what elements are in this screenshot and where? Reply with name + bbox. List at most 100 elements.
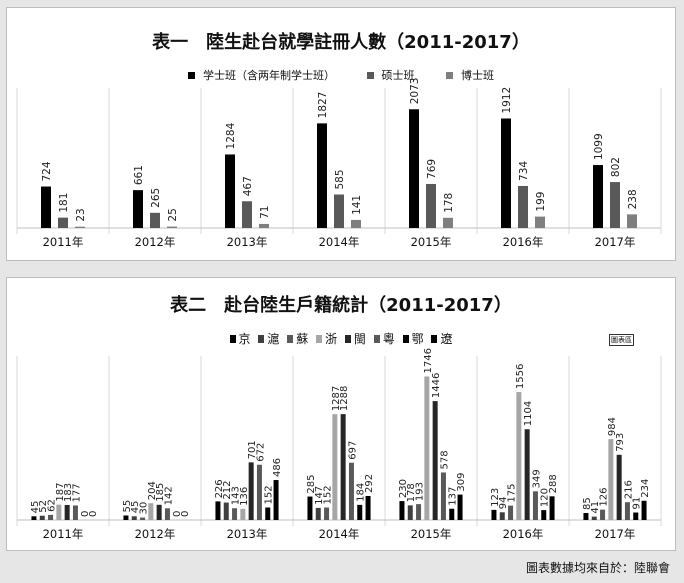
legend-item-hu: 滬 (258, 330, 279, 347)
bar (75, 226, 85, 228)
data-label: 585 (334, 169, 346, 189)
data-label: 41 (590, 501, 601, 514)
x-tick-label: 2016年 (503, 235, 544, 249)
bar (357, 504, 363, 520)
bar (324, 507, 330, 520)
bar (167, 226, 177, 228)
bar (449, 508, 455, 520)
bar (616, 454, 622, 520)
data-label: 1446 (431, 373, 442, 398)
data-label: 226 (214, 479, 225, 498)
legend-swatch (188, 71, 195, 79)
legend-item-bachelor: 学士班（含两年制学士班） (188, 67, 335, 83)
legend-item-liao: 遼 (431, 330, 452, 347)
data-label: 52 (38, 500, 49, 513)
bar (499, 512, 505, 520)
bar (164, 508, 170, 520)
data-label: 175 (507, 484, 518, 503)
data-label: 697 (347, 441, 358, 460)
legend-label: 博士班 (461, 69, 494, 82)
bar (610, 182, 620, 228)
x-tick-label: 2014年 (319, 235, 360, 249)
bar (133, 190, 143, 228)
chart-panel-1: 表一 陸生赴台就學註冊人數（2011-2017） 学士班（含两年制学士班） 硕士… (6, 7, 676, 261)
bar (424, 376, 430, 520)
bar (365, 495, 371, 520)
chart-2-title: 表二 赴台陸生戶籍統計（2011-2017） (170, 295, 512, 316)
legend-swatch (373, 334, 380, 343)
data-label: 802 (610, 157, 622, 177)
legend-label: 鄂 (411, 332, 424, 346)
chart-1-title: 表一 陸生赴台就學註冊人數（2011-2017） (152, 32, 530, 53)
legend-label: 遼 (440, 332, 453, 346)
bar (407, 505, 413, 520)
data-label: 91 (632, 497, 643, 510)
data-label: 0 (180, 511, 191, 517)
legend-label: 蘇 (296, 332, 309, 346)
bar (315, 507, 321, 520)
data-label: 1284 (225, 122, 237, 149)
data-label: 1746 (423, 348, 434, 373)
data-label: 212 (222, 480, 233, 499)
legend-item-min: 閩 (344, 330, 366, 347)
bar (225, 154, 235, 228)
data-label: 230 (398, 479, 409, 498)
data-label: 136 (239, 487, 250, 506)
bar (215, 501, 221, 520)
data-label: 0 (88, 511, 99, 517)
bar (583, 513, 589, 520)
chart-2-legend: 京 滬 蘇 浙 閩 粵 鄂 遼 (7, 330, 675, 347)
data-label: 0 (80, 511, 91, 517)
data-label: 143 (231, 486, 242, 505)
data-label: 94 (498, 497, 509, 510)
data-label: 123 (490, 488, 501, 507)
bar (332, 414, 338, 520)
bar (131, 516, 137, 520)
data-label: 45 (30, 501, 41, 514)
legend-swatch (344, 334, 351, 343)
bar (443, 217, 453, 228)
bar (64, 504, 70, 520)
chart-2-plot: 455262187183177002011年554530204185142002… (16, 348, 662, 541)
data-label: 0 (172, 511, 183, 517)
x-tick-label: 2011年 (43, 235, 84, 249)
bar (140, 517, 146, 520)
chart-panel-2: 表二 赴台陸生戶籍統計（2011-2017） 京 滬 蘇 浙 閩 粵 鄂 遼 圖… (6, 277, 676, 551)
data-label: 349 (531, 469, 542, 488)
data-label: 486 (272, 458, 283, 477)
data-label: 178 (443, 193, 455, 213)
bar (541, 510, 547, 520)
bar (600, 509, 606, 520)
bar (535, 216, 545, 228)
legend-label: 閩 (353, 332, 366, 346)
data-label: 204 (147, 481, 158, 500)
legend-label: 硕士班 (381, 69, 415, 82)
bar (340, 414, 346, 520)
data-label: 23 (75, 208, 87, 221)
bar (524, 429, 530, 520)
data-label: 216 (623, 480, 634, 499)
bar (399, 501, 405, 520)
bar (627, 214, 637, 228)
legend-swatch (287, 334, 294, 343)
legend-label: 浙 (325, 332, 338, 346)
bar (501, 118, 511, 228)
bar (516, 392, 522, 520)
x-tick-label: 2011年 (43, 527, 84, 541)
data-label: 1827 (317, 92, 329, 119)
legend-item-su: 蘇 (287, 330, 308, 347)
legend-swatch (258, 334, 265, 343)
bar (41, 186, 51, 228)
legend-item-master: 硕士班 (366, 67, 415, 83)
bar (223, 502, 229, 520)
bar (432, 401, 438, 520)
data-label: 793 (615, 433, 626, 452)
data-label: 265 (150, 188, 162, 208)
bar (317, 123, 327, 228)
data-label: 2073 (409, 78, 421, 105)
data-label: 238 (627, 189, 639, 209)
data-label: 185 (155, 483, 166, 502)
data-label: 25 (167, 208, 179, 221)
legend-swatch (316, 334, 323, 343)
chart-area-tag: 圖表區 (609, 334, 634, 346)
